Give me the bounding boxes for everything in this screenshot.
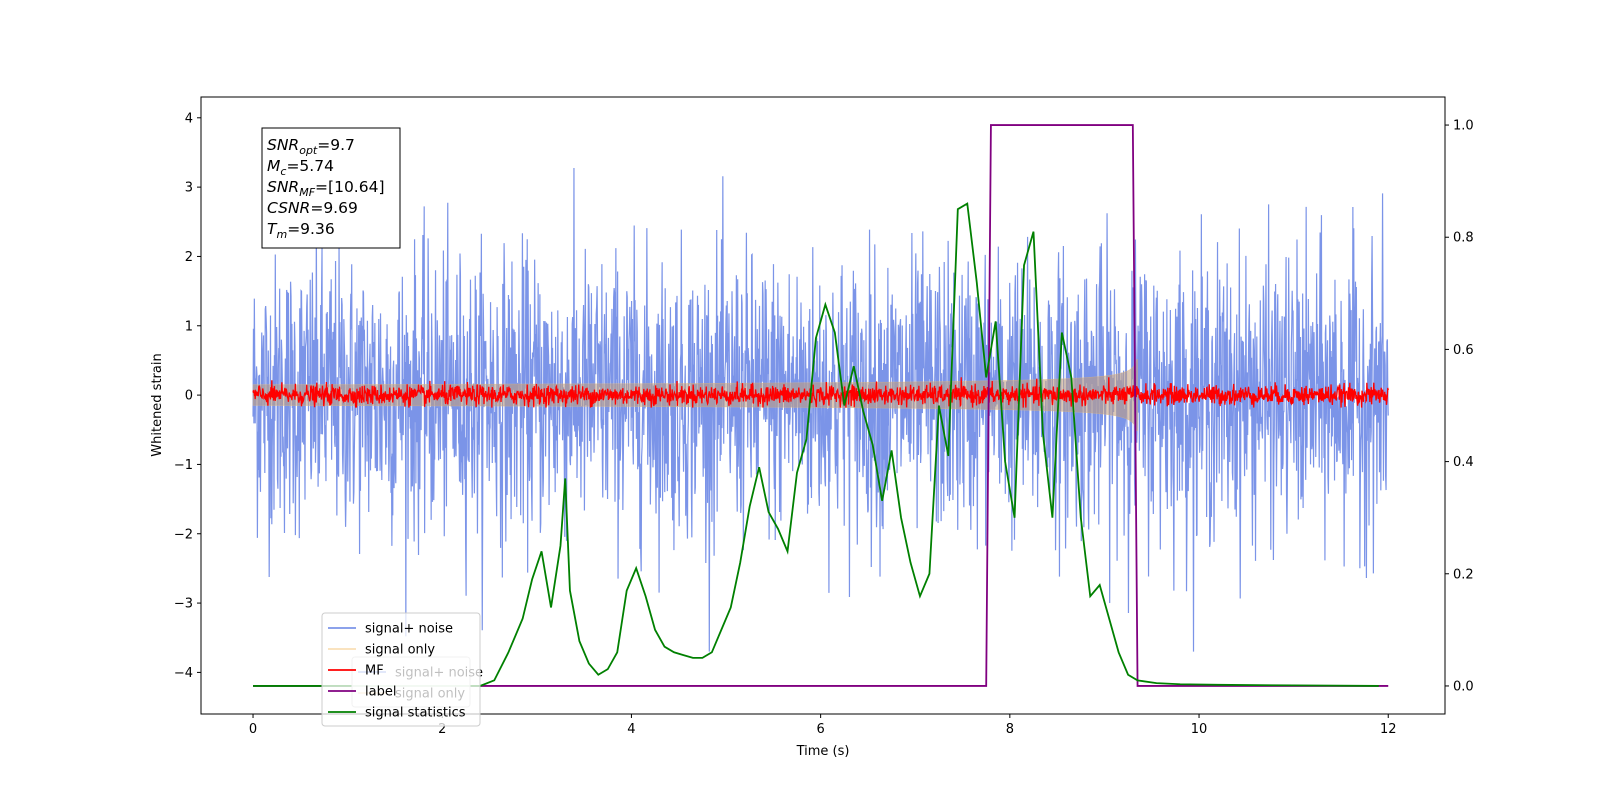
- x-tick-label: 4: [627, 722, 635, 737]
- y-tick-label: −2: [174, 527, 193, 542]
- y-right-tick-label: 0.0: [1453, 679, 1474, 694]
- info-box-frame: [261, 127, 401, 249]
- y-tick-label: 4: [185, 111, 193, 126]
- y-right-tick-label: 1.0: [1453, 119, 1474, 134]
- info-box-line: Mc=5.74: [267, 157, 334, 178]
- y-axis-label: Whitened strain: [150, 353, 165, 456]
- y-right-tick-label: 0.6: [1453, 343, 1474, 358]
- x-tick-label: 0: [249, 722, 257, 737]
- legend-main: signal+ noise signal only MF label signal st…: [321, 612, 481, 727]
- series-mf-line: [252, 377, 1389, 408]
- legend-label: signal only: [365, 643, 435, 658]
- legend: signal+ noise signal onlysignal+ noise sig…: [321, 612, 483, 727]
- info-box-line: SNRopt=9.7: [267, 136, 355, 157]
- legend-label: MF: [365, 664, 384, 679]
- x-tick-label: 2: [438, 722, 446, 737]
- y-tick-label: 2: [185, 250, 193, 265]
- legend-label: signal statistics: [365, 706, 466, 721]
- y-tick-label: 1: [185, 319, 193, 334]
- series-signal-noise-line: [252, 168, 1389, 652]
- info-box-line: Tm=9.36: [267, 220, 335, 241]
- info-box-line: SNRMF=[10.64]: [267, 178, 385, 199]
- x-tick-label: 8: [1006, 722, 1014, 737]
- y-right-tick-label: 0.2: [1453, 567, 1474, 582]
- legend-label: signal+ noise: [365, 622, 453, 637]
- y-tick-label: 3: [185, 181, 193, 196]
- info-box-line: CSNR=9.69: [267, 199, 358, 217]
- x-tick-label: 12: [1380, 722, 1397, 737]
- y-right-tick-label: 0.4: [1453, 455, 1474, 470]
- series-signal-statistics-line: [253, 202, 1379, 687]
- y-tick-label: 0: [185, 389, 193, 404]
- y-tick-label: −4: [174, 666, 193, 681]
- x-tick-label: 6: [816, 722, 824, 737]
- y-right-tick-label: 0.8: [1453, 231, 1474, 246]
- legend-frame: [321, 612, 481, 727]
- x-axis-label: Time (s): [796, 744, 850, 759]
- axes-frame: [200, 96, 1446, 715]
- x-tick-label: 10: [1191, 722, 1208, 737]
- legend-label: label: [365, 685, 396, 700]
- y-tick-label: −1: [174, 458, 193, 473]
- plot-area: [252, 124, 1389, 687]
- y-tick-label: −3: [174, 597, 193, 612]
- series-label-line: [253, 124, 1389, 687]
